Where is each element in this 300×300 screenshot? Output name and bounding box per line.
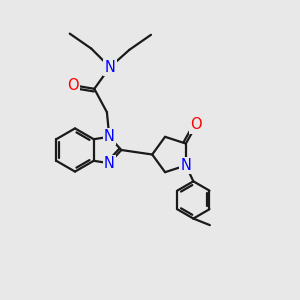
Text: O: O bbox=[67, 78, 79, 93]
Text: N: N bbox=[104, 129, 115, 144]
Text: N: N bbox=[104, 156, 115, 171]
Text: N: N bbox=[180, 158, 191, 173]
Text: N: N bbox=[104, 60, 115, 75]
Text: O: O bbox=[190, 118, 202, 133]
